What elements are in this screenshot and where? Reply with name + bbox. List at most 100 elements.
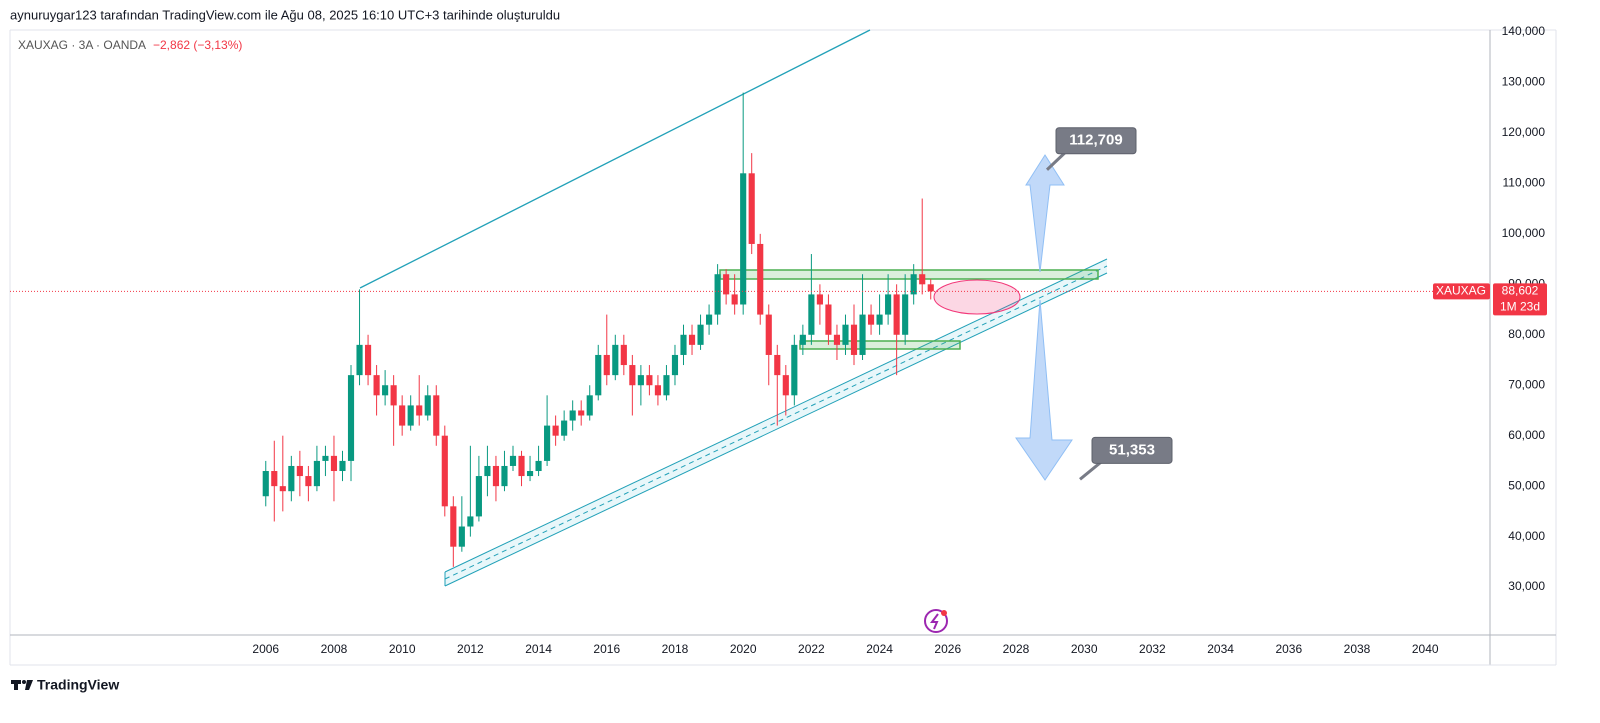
- candle-body: [859, 314, 866, 355]
- candle-body: [390, 385, 397, 406]
- candle-body: [561, 420, 568, 436]
- symbol-tag: [1433, 283, 1490, 300]
- candle-body: [654, 385, 661, 396]
- header-text: aynuruygar123 tarafından TradingView.com…: [10, 7, 560, 22]
- candle-body: [612, 344, 619, 376]
- x-tick-label: 2040: [1412, 642, 1439, 656]
- candle-body: [330, 455, 338, 472]
- candle-body: [850, 324, 858, 355]
- x-tick-label: 2026: [934, 642, 961, 656]
- candle-body: [663, 375, 670, 396]
- price-tag: [1493, 283, 1547, 316]
- candle-body: [867, 314, 875, 325]
- candle-body: [433, 395, 440, 436]
- candle-body: [578, 410, 585, 416]
- candle-body: [825, 304, 832, 335]
- callout-box: [1055, 127, 1137, 155]
- candle-body: [816, 294, 823, 305]
- candle-body: [322, 455, 329, 461]
- candle-body: [919, 274, 926, 285]
- y-tick-label: 30,000: [1508, 579, 1545, 593]
- x-tick-label: 2024: [866, 642, 893, 656]
- candle-body: [458, 526, 465, 547]
- candle-body: [501, 465, 508, 487]
- x-tick-label: 2018: [662, 642, 689, 656]
- channel-line: [444, 272, 1108, 587]
- candle-body: [748, 173, 755, 244]
- candle-body: [279, 486, 286, 492]
- candle-body: [382, 385, 389, 396]
- candle-body: [339, 460, 346, 472]
- candle-body: [765, 314, 772, 355]
- candle-body: [731, 294, 738, 305]
- x-tick-label: 2006: [252, 642, 279, 656]
- arrow-up: [1025, 154, 1065, 273]
- y-tick-label: 50,000: [1508, 478, 1545, 492]
- y-tick-label: 60,000: [1508, 428, 1545, 442]
- candle-body: [671, 354, 679, 376]
- candle-body: [535, 460, 542, 472]
- candle-body: [399, 405, 406, 426]
- callout-text: 112,709: [1069, 132, 1122, 149]
- callout-pointer: [1045, 150, 1068, 171]
- candle-body: [552, 425, 559, 436]
- candle-body: [484, 465, 491, 477]
- y-tick-label: 110,000: [1503, 176, 1546, 190]
- candle-body: [518, 455, 525, 477]
- candle-body: [782, 375, 789, 396]
- candle-body: [356, 344, 363, 376]
- candle-body: [347, 375, 355, 461]
- x-tick-label: 2020: [730, 642, 757, 656]
- candle-body: [569, 410, 576, 421]
- x-tick-label: 2014: [525, 642, 552, 656]
- x-tick-label: 2032: [1139, 642, 1166, 656]
- candle-body: [902, 294, 909, 335]
- watermark: [924, 609, 948, 633]
- candle-body: [723, 274, 730, 295]
- candle-body: [927, 284, 934, 292]
- candle-body: [799, 334, 806, 345]
- candle-body: [876, 314, 883, 325]
- candle-body: [424, 395, 431, 416]
- y-tick-label: 70,000: [1508, 377, 1545, 391]
- candle-body: [833, 334, 841, 345]
- x-tick-label: 2016: [593, 642, 620, 656]
- candle-body: [646, 375, 653, 386]
- candle-body: [288, 465, 295, 492]
- callout-text: 51,353: [1109, 441, 1155, 458]
- candle-body: [714, 274, 721, 315]
- callout-box: [1091, 436, 1173, 464]
- x-tick-label: 2008: [321, 642, 348, 656]
- candle-body: [475, 476, 482, 517]
- x-tick-label: 2022: [798, 642, 825, 656]
- candle-body: [492, 465, 500, 487]
- brand: TradingView: [37, 677, 119, 693]
- candle-body: [885, 294, 892, 315]
- candle-body: [586, 395, 593, 416]
- candle-body: [603, 354, 610, 376]
- candle-body: [364, 344, 372, 376]
- candle-body: [808, 294, 815, 335]
- candle-body: [893, 294, 900, 335]
- symbol-title: XAUXAG · 3A · OANDA: [18, 38, 146, 52]
- candle-body: [688, 334, 696, 345]
- ellipse: [933, 279, 1021, 315]
- price-tag-text: 88,602: [1502, 284, 1539, 298]
- candle-body: [441, 435, 448, 507]
- candle-body: [544, 425, 551, 461]
- logo: [11, 680, 33, 690]
- candle-body: [595, 354, 602, 396]
- x-tick-label: 2038: [1344, 642, 1371, 656]
- arrow-down: [1015, 299, 1073, 481]
- candle-body: [296, 465, 303, 477]
- candle-body: [271, 471, 278, 487]
- callout-pointer: [1079, 460, 1103, 481]
- candle-body: [373, 375, 380, 396]
- candle-body: [757, 243, 764, 315]
- candle-body: [706, 314, 713, 325]
- y-tick-label: 140,000: [1502, 24, 1546, 38]
- countdown: 1M 23d: [1500, 300, 1540, 314]
- y-tick-label: 80,000: [1508, 327, 1545, 341]
- y-tick-label: 120,000: [1502, 125, 1546, 139]
